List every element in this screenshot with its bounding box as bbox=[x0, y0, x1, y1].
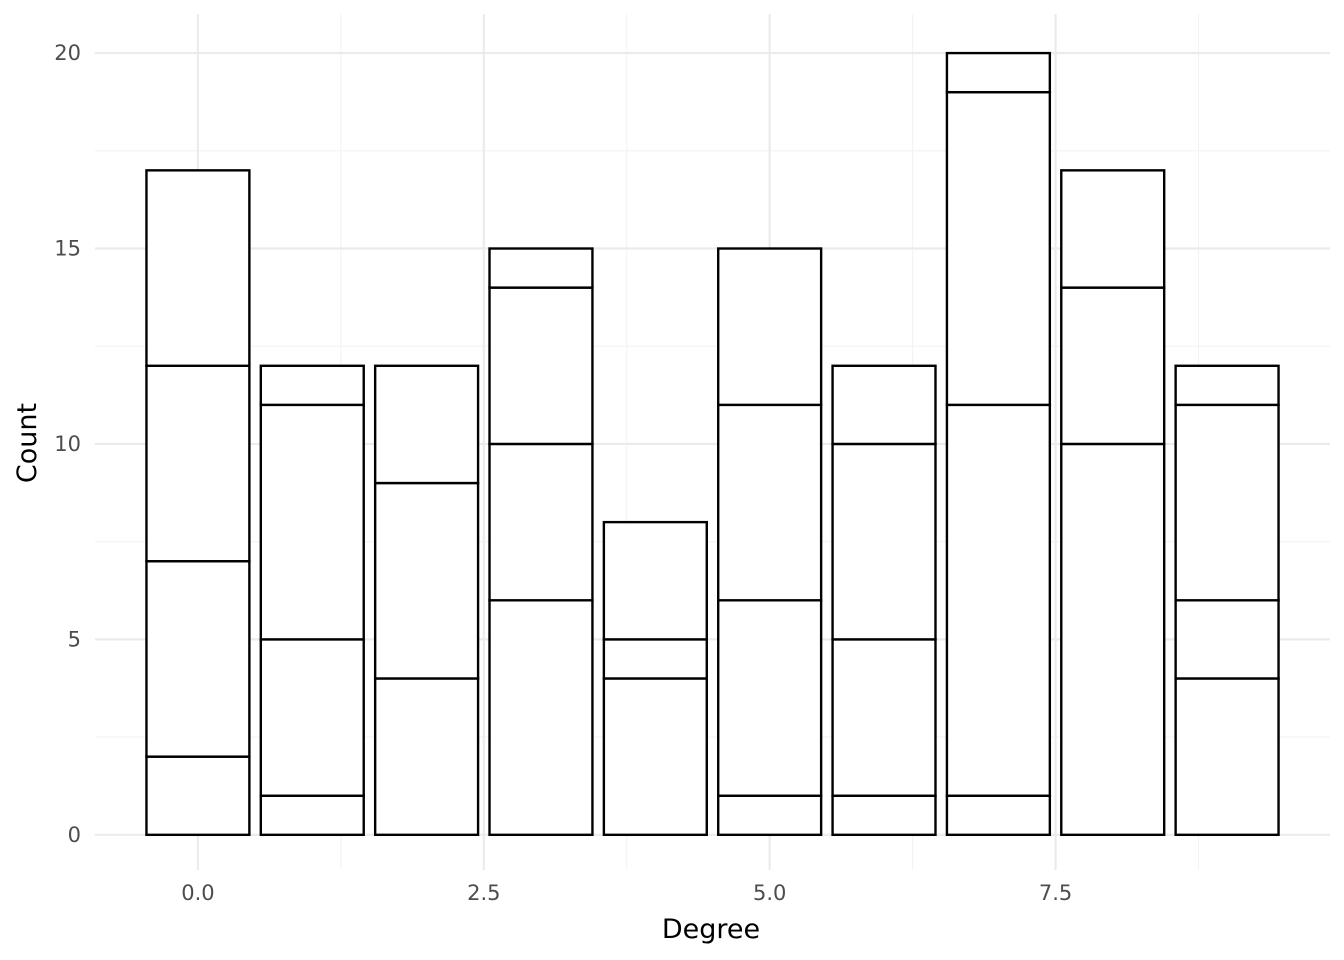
y-tick-label: 10 bbox=[54, 432, 81, 456]
y-tick-label: 20 bbox=[54, 41, 81, 65]
bar-segment bbox=[145, 755, 251, 837]
bar-segment bbox=[145, 364, 251, 563]
bar-segment bbox=[602, 638, 708, 680]
bar-segment bbox=[717, 403, 823, 602]
bar-segment bbox=[1060, 442, 1166, 837]
bar-segment bbox=[945, 403, 1052, 797]
bar-segment bbox=[373, 481, 480, 680]
bar-segment bbox=[259, 794, 365, 837]
y-tick-label: 0 bbox=[68, 823, 81, 847]
bar-segment bbox=[488, 442, 594, 602]
bar-segment bbox=[602, 677, 708, 837]
bar-segment bbox=[373, 364, 480, 485]
bar-segment bbox=[488, 247, 594, 289]
bar-3 bbox=[488, 247, 594, 837]
x-tick-label: 2.5 bbox=[467, 881, 500, 905]
bar-segment bbox=[145, 560, 251, 758]
bar-6 bbox=[831, 364, 937, 837]
tick-labels: 0.0 2.5 5.0 7.5 0 5 10 15 20 bbox=[54, 41, 1072, 905]
bar-segment bbox=[1174, 677, 1280, 837]
bar-segment bbox=[717, 599, 823, 797]
bar-segment bbox=[945, 794, 1052, 837]
bar-9 bbox=[1174, 364, 1280, 837]
bar-segment bbox=[259, 638, 365, 797]
bar-5 bbox=[717, 247, 823, 837]
bar-0 bbox=[145, 169, 251, 837]
bar-segment bbox=[831, 364, 937, 446]
bar-2 bbox=[373, 364, 480, 837]
bar-segment bbox=[831, 794, 937, 837]
y-tick-label: 15 bbox=[54, 237, 81, 261]
bar-7 bbox=[945, 51, 1052, 837]
bar-segment bbox=[1174, 364, 1280, 407]
bar-segment bbox=[488, 599, 594, 837]
bar-segment bbox=[831, 442, 937, 641]
bar-segment bbox=[1174, 403, 1280, 602]
bars bbox=[145, 51, 1280, 837]
bar-segment bbox=[373, 677, 480, 837]
bar-8 bbox=[1060, 169, 1166, 837]
bar-segment bbox=[488, 286, 594, 446]
bar-segment bbox=[945, 51, 1052, 94]
bar-segment bbox=[1174, 599, 1280, 680]
bar-segment bbox=[602, 520, 708, 641]
bar-segment bbox=[831, 638, 937, 797]
bar-segment bbox=[259, 403, 365, 641]
bar-segment bbox=[259, 364, 365, 407]
bar-segment bbox=[145, 169, 251, 367]
bar-segment bbox=[717, 247, 823, 407]
bar-4 bbox=[602, 520, 708, 837]
bar-segment bbox=[717, 794, 823, 837]
bar-segment bbox=[945, 90, 1052, 407]
x-tick-label: 5.0 bbox=[753, 881, 786, 905]
bar-segment bbox=[1060, 169, 1166, 289]
x-axis-title: Degree bbox=[662, 914, 760, 945]
y-tick-label: 5 bbox=[68, 627, 81, 651]
x-tick-label: 7.5 bbox=[1039, 881, 1072, 905]
bar-1 bbox=[259, 364, 365, 837]
x-tick-label: 0.0 bbox=[181, 881, 214, 905]
bar-segment bbox=[1060, 286, 1166, 446]
y-axis-title: Count bbox=[12, 403, 43, 483]
